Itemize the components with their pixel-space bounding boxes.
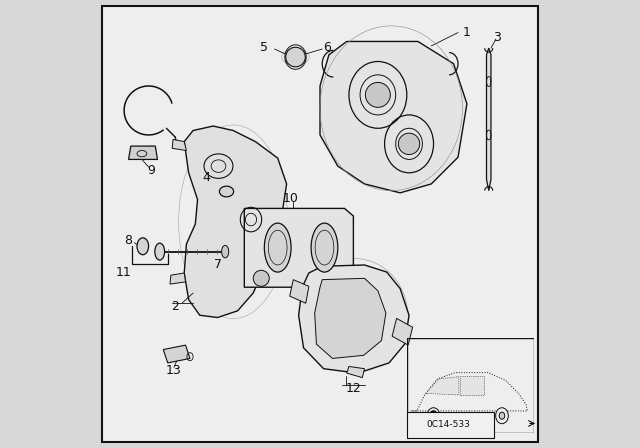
Text: 13: 13 xyxy=(165,364,181,377)
FancyBboxPatch shape xyxy=(102,6,538,442)
Polygon shape xyxy=(172,139,186,151)
Text: 4: 4 xyxy=(202,171,211,184)
Polygon shape xyxy=(347,366,365,378)
Polygon shape xyxy=(184,126,287,318)
Polygon shape xyxy=(170,273,186,284)
Text: 1: 1 xyxy=(463,26,471,39)
Circle shape xyxy=(365,82,390,108)
Circle shape xyxy=(285,47,305,67)
Ellipse shape xyxy=(137,238,148,255)
Ellipse shape xyxy=(155,243,164,260)
Text: 0C14-533: 0C14-533 xyxy=(426,420,470,429)
Polygon shape xyxy=(320,42,467,193)
Text: 7: 7 xyxy=(214,258,223,271)
Ellipse shape xyxy=(311,223,338,272)
Text: 3: 3 xyxy=(493,30,501,43)
Polygon shape xyxy=(290,280,309,303)
Polygon shape xyxy=(244,208,353,287)
Text: 10: 10 xyxy=(283,192,299,205)
Polygon shape xyxy=(129,146,157,159)
Circle shape xyxy=(253,270,269,286)
Text: 8: 8 xyxy=(124,234,132,247)
Text: 11: 11 xyxy=(115,266,131,279)
Polygon shape xyxy=(163,345,190,363)
Text: 6: 6 xyxy=(323,41,331,54)
Ellipse shape xyxy=(220,186,234,197)
Polygon shape xyxy=(486,48,491,190)
Text: 5: 5 xyxy=(260,41,268,54)
Text: 2: 2 xyxy=(172,300,179,313)
FancyBboxPatch shape xyxy=(407,412,493,438)
Polygon shape xyxy=(315,278,386,358)
Polygon shape xyxy=(392,319,413,345)
Circle shape xyxy=(398,133,420,155)
Ellipse shape xyxy=(264,223,291,272)
Polygon shape xyxy=(299,265,409,373)
Ellipse shape xyxy=(221,246,228,258)
Text: 9: 9 xyxy=(147,164,155,177)
Text: 12: 12 xyxy=(346,382,361,395)
